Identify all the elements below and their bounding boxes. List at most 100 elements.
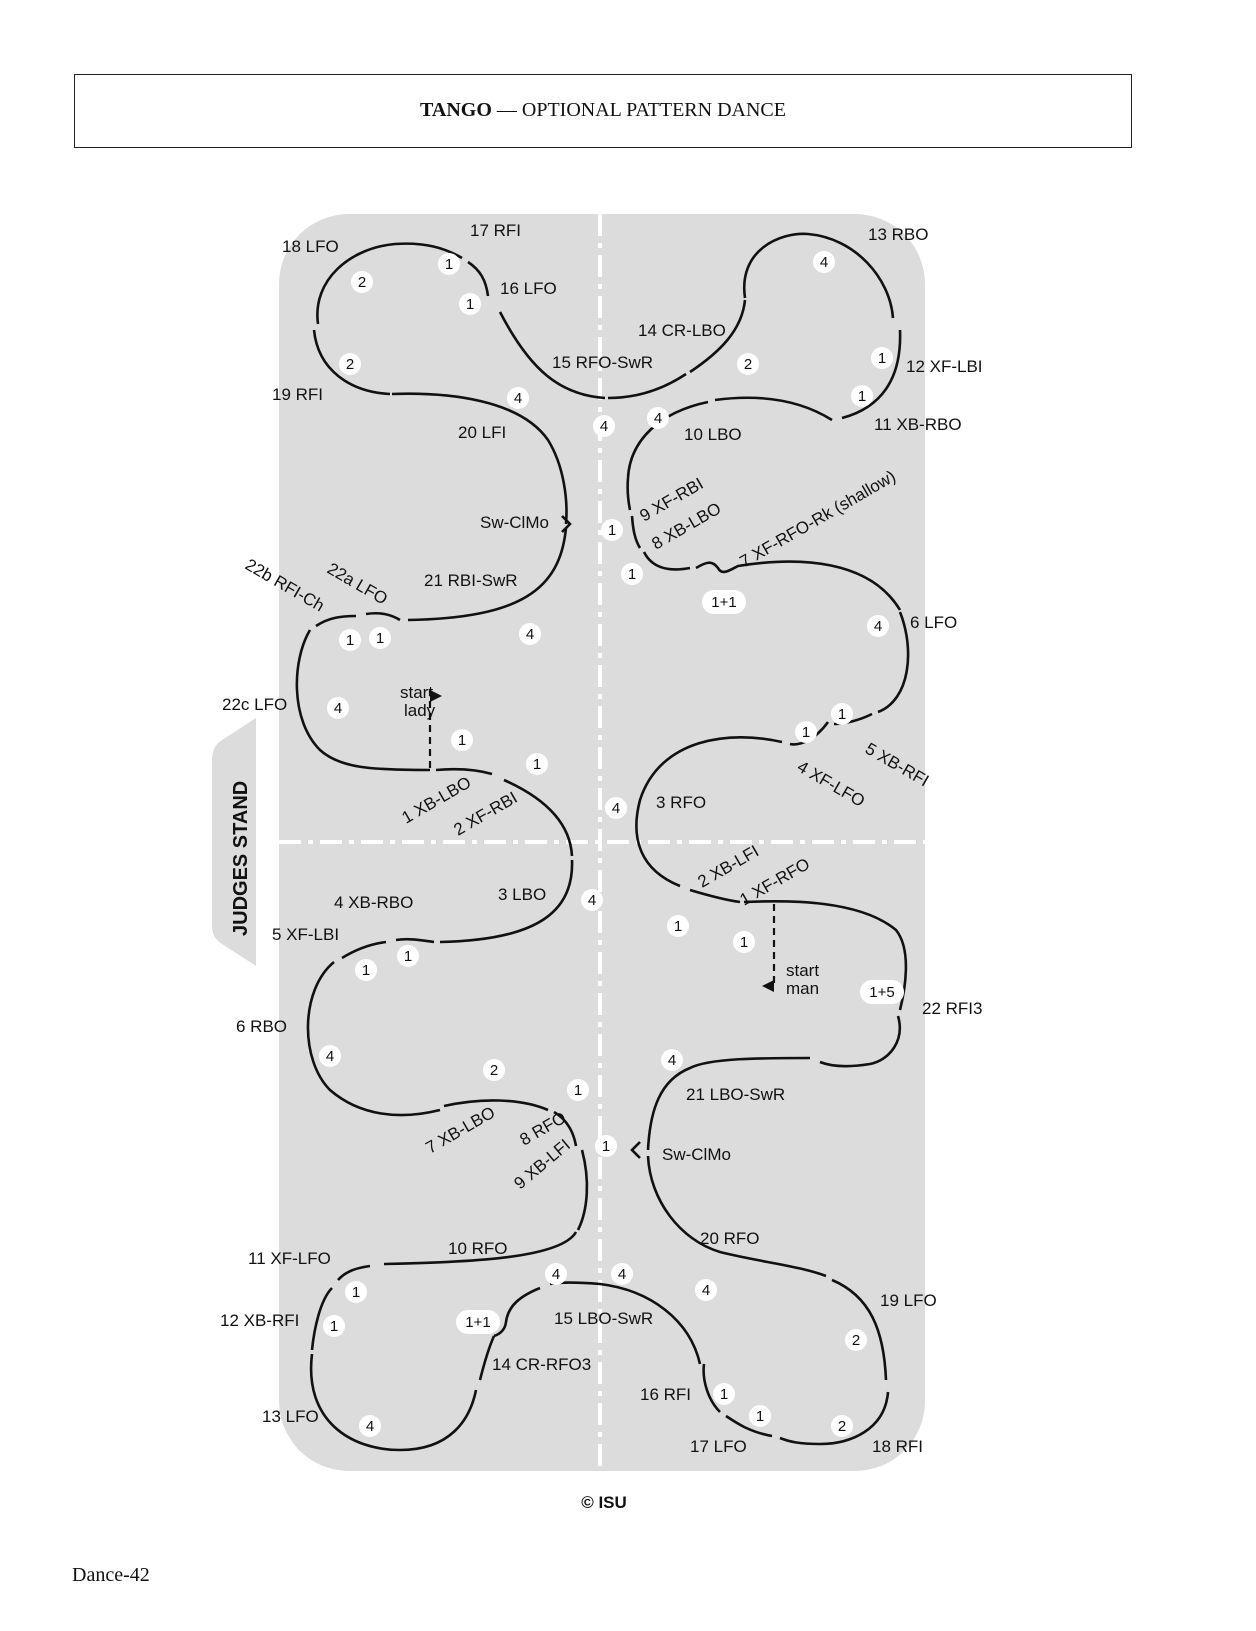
beat-bubble-shape xyxy=(507,387,529,409)
beat-count-bubble: 4 xyxy=(605,797,627,819)
edge-20 xyxy=(391,392,568,525)
beat-bubble-shape xyxy=(483,1059,505,1081)
edge-man-15 xyxy=(549,1281,702,1365)
edge-22b xyxy=(315,614,357,628)
beat-bubble-shape xyxy=(345,1281,367,1303)
beat-count-bubble: 1 xyxy=(438,253,460,275)
beat-count-bubble: 2 xyxy=(483,1059,505,1081)
swing-closed-mohawk-bottom xyxy=(630,1141,641,1159)
beat-bubble-shape xyxy=(702,590,746,614)
beat-bubble-shape xyxy=(795,721,817,743)
beat-count-bubble: 4 xyxy=(327,697,349,719)
edge-16 xyxy=(498,311,606,400)
label-18-rfi: 18 RFI xyxy=(872,1437,923,1456)
edge-man-7 xyxy=(443,1099,549,1112)
edge-man-1 xyxy=(743,899,908,1011)
beat-count-bubble: 1 xyxy=(345,1281,367,1303)
beat-count-bubble: 4 xyxy=(611,1263,633,1285)
edge-man-6 xyxy=(306,960,441,1117)
edge-7 xyxy=(695,560,902,611)
beat-count-bubble: 1 xyxy=(451,729,473,751)
beat-count-value: 2 xyxy=(346,356,354,373)
edge-man-4 xyxy=(395,937,435,944)
label-3-lbo: 3 LBO xyxy=(498,885,546,904)
beat-bubble-shape xyxy=(355,959,377,981)
beat-count-bubble: 4 xyxy=(519,623,541,645)
beat-count-bubble: 2 xyxy=(339,353,361,375)
beat-count-value: 1 xyxy=(533,756,541,773)
beat-bubble-shape xyxy=(351,271,373,293)
beat-count-value: 4 xyxy=(366,1418,374,1435)
beat-count-value: 1+1 xyxy=(465,1314,490,1331)
edge-lady-2 xyxy=(503,778,574,857)
lady-start-flag xyxy=(430,690,442,702)
label-19-lfo: 19 LFO xyxy=(880,1291,937,1310)
label-22-rfi3: 22 RFI3 xyxy=(922,999,982,1018)
beat-count-bubble: 4 xyxy=(813,251,835,273)
beat-bubble-shape xyxy=(601,519,623,541)
label-12-xb-rfi: 12 XB-RFI xyxy=(220,1311,299,1330)
beat-count-bubble: 1+1 xyxy=(456,1310,500,1334)
dance-subtitle: OPTIONAL PATTERN DANCE xyxy=(521,99,786,121)
beat-bubble-shape xyxy=(831,1415,853,1437)
edge-3 xyxy=(635,736,783,888)
beat-bubble-shape xyxy=(667,915,689,937)
beat-count-value: 1 xyxy=(404,948,412,965)
beat-bubble-shape xyxy=(323,1315,345,1337)
beat-count-value: 1+5 xyxy=(869,984,894,1001)
label-17-lfo: 17 LFO xyxy=(690,1437,747,1456)
beat-bubble-shape xyxy=(611,1263,633,1285)
beat-count-bubble: 1 xyxy=(526,753,548,775)
beat-count-value: 1 xyxy=(720,1386,728,1403)
edge-17 xyxy=(467,260,490,297)
beat-count-bubble: 1 xyxy=(355,959,377,981)
beat-count-bubble: 1+5 xyxy=(860,980,904,1004)
label-17-rfi: 17 RFI xyxy=(470,221,521,240)
edge-18 xyxy=(316,242,463,325)
beat-bubble-shape xyxy=(647,407,669,429)
beat-bubble-shape xyxy=(397,945,419,967)
edge-9 xyxy=(630,515,642,549)
edge-13 xyxy=(742,232,895,319)
beat-bubble-shape xyxy=(581,889,603,911)
beat-count-bubble: 1 xyxy=(459,293,481,315)
label-6-rbo: 6 RBO xyxy=(236,1017,287,1036)
start-lady-line1: start xyxy=(400,683,433,702)
edge-man-12 xyxy=(310,1287,333,1351)
label-12-xf-lbi: 12 XF-LBI xyxy=(906,357,983,376)
beat-bubble-shape xyxy=(695,1279,717,1301)
edge-man-14 xyxy=(493,1286,541,1338)
beat-count-bubble: 4 xyxy=(867,615,889,637)
beat-count-bubble: 1 xyxy=(339,629,361,651)
beat-count-value: 4 xyxy=(526,626,534,643)
beat-count-bubble: 2 xyxy=(831,1415,853,1437)
label-10-lbo: 10 LBO xyxy=(684,425,742,444)
edge-5 xyxy=(833,712,873,726)
beat-count-bubble: 1 xyxy=(667,915,689,937)
beat-count-value: 1 xyxy=(574,1082,582,1099)
beat-bubble-shape xyxy=(451,729,473,751)
beat-bubble-shape xyxy=(319,1045,341,1067)
edge-15 xyxy=(607,372,687,400)
beat-bubble-shape xyxy=(713,1383,735,1405)
label-5-xf-lbi: 5 XF-LBI xyxy=(272,925,339,944)
label-19-rfi: 19 RFI xyxy=(272,385,323,404)
beat-count-value: 4 xyxy=(612,800,620,817)
beat-count-bubble: 1 xyxy=(733,931,755,953)
edge-man-11 xyxy=(337,1264,371,1281)
edge-14 xyxy=(689,299,747,374)
beat-count-bubble: 4 xyxy=(319,1045,341,1067)
beat-count-value: 1 xyxy=(740,934,748,951)
beat-count-bubble: 4 xyxy=(695,1279,717,1301)
edge-19 xyxy=(312,329,391,396)
copyright: © ISU xyxy=(581,1493,627,1512)
edge-man-14b xyxy=(478,1335,496,1381)
edge-man-8 xyxy=(553,1110,578,1147)
edge-man-19 xyxy=(831,1278,888,1381)
label-18-lfo: 18 LFO xyxy=(282,237,339,256)
label-6-lfo: 6 LFO xyxy=(910,613,957,632)
beat-bubble-shape xyxy=(519,623,541,645)
beat-bubble-shape xyxy=(661,1049,683,1071)
beat-count-bubble: 1 xyxy=(831,703,853,725)
